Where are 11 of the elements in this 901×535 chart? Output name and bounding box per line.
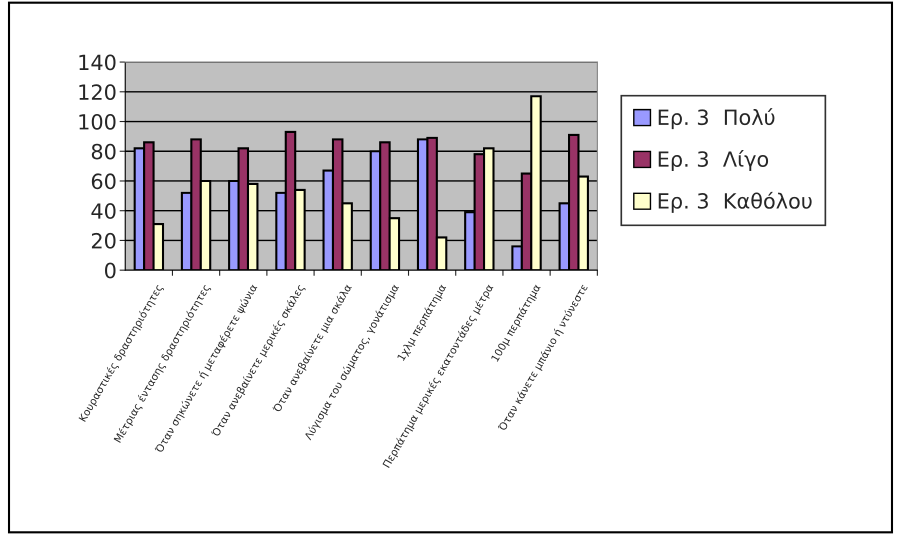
y-tick-label: 20 [92, 232, 116, 249]
y-tick-label: 120 [79, 84, 116, 100]
legend-label: Ερ. 3 Καθόλου [658, 192, 812, 213]
y-tick-label: 40 [91, 203, 116, 219]
y-tick-label: 100 [79, 114, 116, 130]
y-tick-label: 60 [92, 173, 116, 190]
y-tick-label: 140 [79, 54, 116, 70]
y-tick-label: 80 [92, 144, 116, 160]
y-tick-label: 0 [105, 262, 116, 278]
legend-label: Ερ. 3 Πολύ [658, 108, 774, 130]
legend-label: Ερ. 3 Λίγο [658, 150, 768, 171]
